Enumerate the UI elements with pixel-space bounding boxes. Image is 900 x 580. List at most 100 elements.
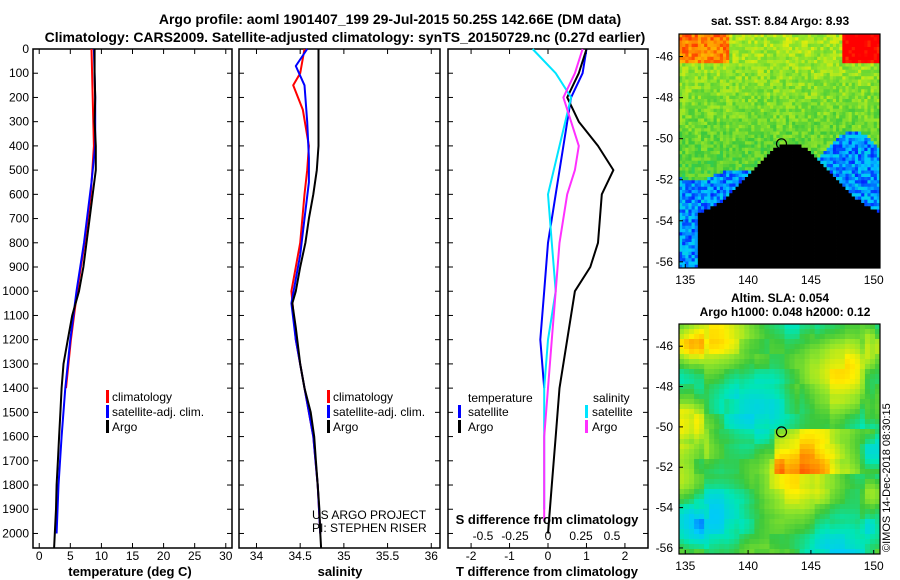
heatmap-cell xyxy=(807,157,812,162)
heatmap-cell xyxy=(861,242,865,246)
heatmap-cell xyxy=(839,34,843,38)
heatmap-cell xyxy=(763,170,768,175)
x-axis: 0 5 10 15 20 25 30 xyxy=(36,49,233,563)
heatmap-cell xyxy=(735,82,740,87)
heatmap-cell xyxy=(864,160,868,165)
heatmap-cell xyxy=(782,131,787,136)
heatmap-cell xyxy=(679,170,683,175)
heatmap-cell xyxy=(751,141,755,145)
heatmap-cell xyxy=(682,245,686,249)
heatmap-cell xyxy=(774,324,780,330)
heatmap-cell xyxy=(719,334,725,340)
heatmap-cell xyxy=(798,170,802,175)
heatmap-cell xyxy=(870,60,875,64)
heatmap-cell xyxy=(757,180,762,184)
heatmap-cell xyxy=(748,112,752,116)
heatmap-cell xyxy=(760,151,765,155)
heatmap-cell xyxy=(807,134,812,139)
heatmap-cell xyxy=(867,147,871,152)
heatmap-cell xyxy=(829,47,834,51)
heatmap-cell xyxy=(826,242,831,246)
heatmap-cell xyxy=(704,238,708,243)
heatmap-cell xyxy=(760,206,765,210)
heatmap-cell xyxy=(713,89,718,93)
heatmap-cell xyxy=(710,82,714,87)
heatmap-cell xyxy=(694,199,699,204)
heatmap-cell xyxy=(798,255,802,259)
heatmap-cell xyxy=(829,255,834,259)
heatmap-cell xyxy=(782,206,787,210)
secondary-axis-label: S difference from climatology xyxy=(456,512,640,527)
heatmap-cell xyxy=(836,164,840,168)
heatmap-cell xyxy=(876,131,880,136)
heatmap-cell xyxy=(757,238,762,243)
heatmap-cell xyxy=(801,56,806,61)
heatmap-cell xyxy=(751,69,755,74)
heatmap-cell xyxy=(766,53,771,58)
heatmap-cell xyxy=(735,128,740,132)
heatmap-cell xyxy=(754,248,758,253)
heatmap-cell xyxy=(854,95,859,100)
heatmap-cell xyxy=(804,112,809,116)
heatmap-cell xyxy=(707,154,711,158)
heatmap-cell xyxy=(716,154,721,158)
heatmap-cell xyxy=(842,37,846,41)
heatmap-cell xyxy=(704,40,708,45)
heatmap-cell xyxy=(738,248,743,253)
heatmap-cell xyxy=(867,92,871,97)
heatmap-cell xyxy=(732,105,736,110)
heatmap-cell xyxy=(876,118,880,123)
heatmap-cell xyxy=(773,56,777,61)
series-lines xyxy=(53,48,97,549)
heatmap-cell xyxy=(788,229,793,233)
heatmap-cell xyxy=(738,76,743,80)
heatmap-cell xyxy=(760,118,765,123)
heatmap-cell xyxy=(842,118,846,123)
heatmap-cell xyxy=(697,209,702,214)
heatmap-cell xyxy=(688,99,692,103)
heatmap-cell xyxy=(864,147,868,152)
heatmap-cell xyxy=(861,112,865,116)
heatmap-cell xyxy=(773,180,777,184)
heatmap-cell xyxy=(779,199,784,204)
heatmap-cell xyxy=(738,261,743,266)
heatmap-cell xyxy=(867,180,871,184)
y-tick-label: 1200 xyxy=(2,333,29,347)
heatmap-cell xyxy=(807,76,812,80)
heatmap-cell xyxy=(845,112,849,116)
heatmap-cell xyxy=(691,82,696,87)
heatmap-cell xyxy=(691,190,696,194)
heatmap-cell xyxy=(826,251,831,256)
heatmap-cell xyxy=(773,53,777,58)
heatmap-cell xyxy=(854,154,859,158)
heatmap-cell xyxy=(748,235,752,240)
heatmap-cell xyxy=(820,212,824,217)
heatmap-cell xyxy=(848,229,853,233)
heatmap-cell xyxy=(776,190,780,194)
legend-swatch-s-argo xyxy=(585,420,588,433)
heatmap-cell xyxy=(770,219,774,223)
heatmap-cell xyxy=(814,154,818,158)
heatmap-cell xyxy=(748,242,752,246)
heatmap-cell xyxy=(707,47,711,51)
heatmap-cell xyxy=(795,89,799,93)
heatmap-cell xyxy=(873,34,878,38)
heatmap-cell xyxy=(845,251,849,256)
heatmap-cell xyxy=(710,79,714,84)
heatmap-cell xyxy=(820,173,824,178)
heatmap-cell xyxy=(776,199,780,204)
heatmap-cell xyxy=(776,134,780,139)
heatmap-cell xyxy=(735,193,740,197)
heatmap-cell xyxy=(785,180,790,184)
heatmap-cell xyxy=(873,199,878,204)
heatmap-cell xyxy=(870,186,875,191)
heatmap-cell xyxy=(735,173,740,178)
heatmap-cell xyxy=(826,66,831,71)
heatmap-cell xyxy=(699,324,705,330)
heatmap-cell xyxy=(751,232,755,236)
heatmap-cell xyxy=(751,245,755,249)
heatmap-cell xyxy=(685,121,689,126)
heatmap-cell xyxy=(826,154,831,158)
heatmap-cell xyxy=(691,144,696,149)
heatmap-cell xyxy=(766,37,771,41)
